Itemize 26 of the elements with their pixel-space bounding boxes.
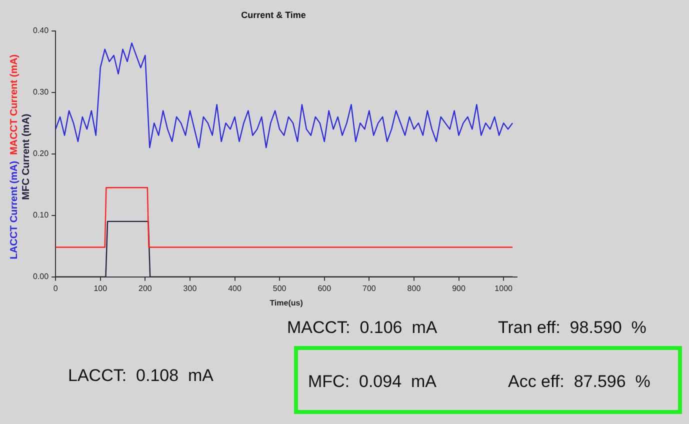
text: MACCT: 0.106 mA [287, 318, 438, 338]
text: LACCT Current (mA) [8, 160, 20, 260]
x-tick-label: 800 [407, 284, 422, 293]
text: MACCT Current (mA) [8, 54, 20, 155]
text: MFC Current (mA) [20, 114, 32, 200]
y-tick-label: 0.00 [32, 272, 50, 282]
x-tick-label: 100 [94, 284, 108, 293]
text: MFC: 0.094 mA [308, 372, 436, 392]
y-tick-label: 0.30 [32, 88, 50, 97]
y-tick-label: 0.20 [32, 149, 50, 158]
text: Acc eff: 87.596 % [508, 372, 650, 392]
x-tick-label: 1000 [494, 284, 514, 293]
y-tick-label: 0.40 [32, 26, 50, 36]
y-tick-label: 0.10 [32, 210, 50, 220]
x-axis-title: Time(us) [270, 298, 304, 308]
text: LACCT: 0.108 mA [68, 366, 214, 386]
x-tick-label: 900 [452, 284, 466, 293]
chart-title: Current & Time [241, 10, 306, 20]
x-tick-label: 500 [272, 284, 287, 293]
x-tick-label: 600 [318, 284, 332, 293]
x-tick-label: 0 [53, 284, 58, 293]
x-tick-label: 700 [362, 284, 376, 293]
x-tick-label: 300 [183, 284, 198, 293]
x-tick-label: 400 [228, 284, 242, 293]
x-tick-label: 200 [138, 284, 152, 293]
text: Tran eff: 98.590 % [498, 318, 646, 338]
